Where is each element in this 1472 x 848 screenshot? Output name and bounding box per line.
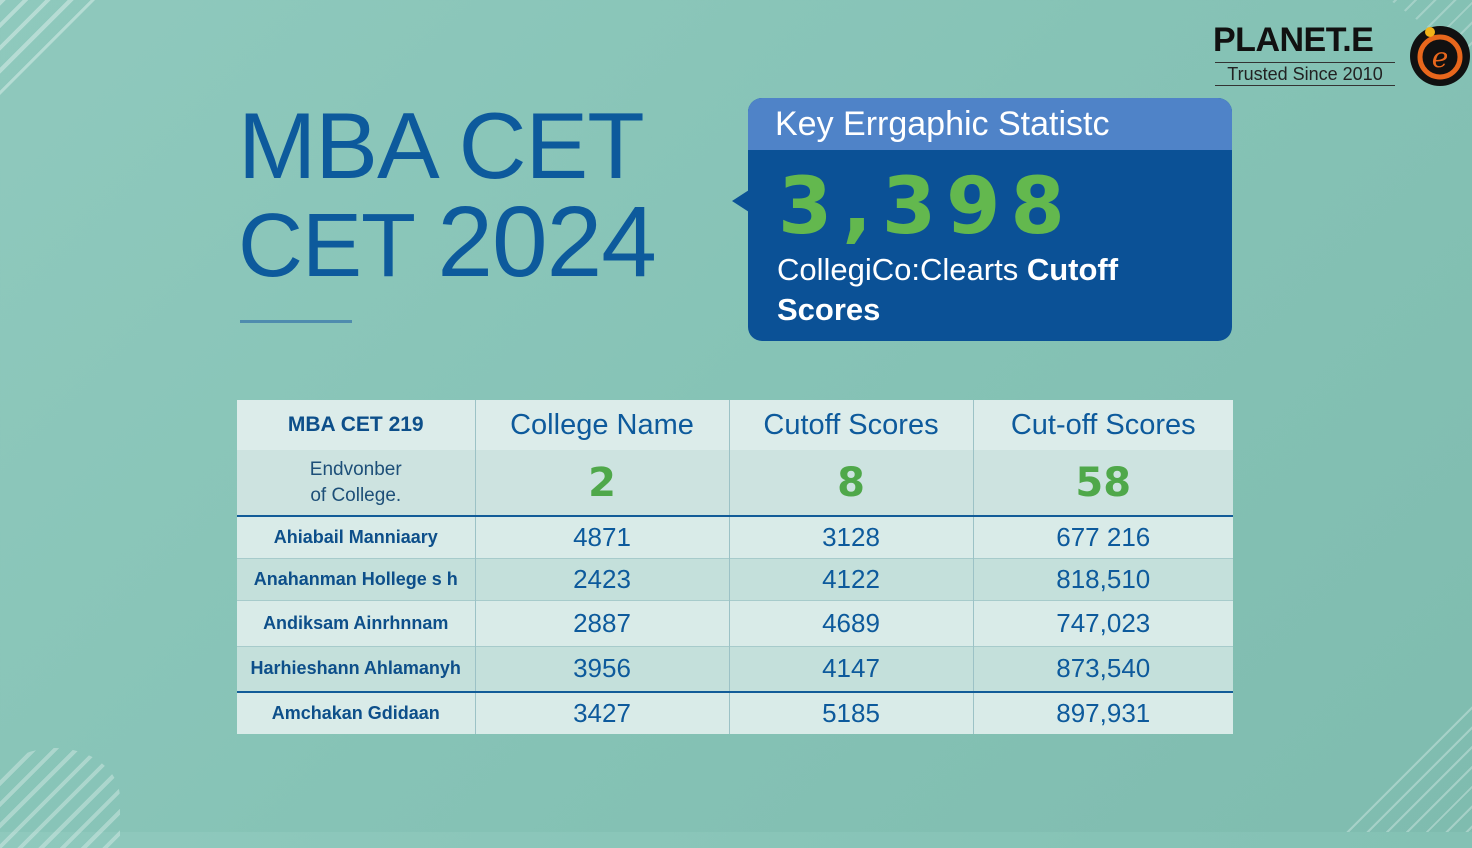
- table-header-cell: Cut-off Scores: [1010, 408, 1196, 441]
- stat-card-number: 3,398: [778, 162, 1075, 252]
- cutoff-table: MBA CET 219 College Name Cutoff Scores C…: [237, 400, 1233, 735]
- stat-card-caption-bold: Cutoff Scores: [777, 252, 1119, 327]
- table-cell: 747,023: [973, 599, 1233, 646]
- summary-label-line-1: Endvonber: [309, 458, 402, 480]
- table-cell: 2887: [475, 599, 730, 646]
- table-cell: 3956: [475, 645, 730, 692]
- summary-value: 58: [1075, 459, 1132, 506]
- title-underline: [240, 320, 352, 323]
- table-cell: 4122: [729, 557, 974, 600]
- title-year: 2024: [437, 186, 656, 298]
- svg-text:e: e: [1432, 41, 1449, 74]
- table-cell: 897,931: [973, 691, 1233, 734]
- page-title: MBA CET CET 2024: [238, 93, 657, 296]
- table-header-cell: MBA CET 219: [237, 400, 476, 450]
- table-cell: 5185: [729, 691, 974, 734]
- stat-card-caption: CollegiCo:Clearts Cutoff Scores: [777, 250, 1217, 330]
- cutoff-table-grid: MBA CET 219 College Name Cutoff Scores C…: [237, 400, 1233, 734]
- summary-value: 2: [475, 450, 730, 516]
- table-header-cell: Cutoff Scores: [729, 400, 974, 450]
- stat-card-header: Key Errgaphic Statistc: [748, 98, 1232, 150]
- brand-logo-icon: e: [1410, 26, 1470, 86]
- table-row: Harhieshann Ahlamanyh 3956 4147 873,540: [237, 645, 1233, 692]
- table-row: Ahiabail Manniaary 4871 3128 677 216: [237, 515, 1233, 558]
- table-cell: 4147: [729, 645, 974, 692]
- table-cell-college: Andiksam Ainrhnnam: [237, 599, 476, 646]
- summary-value: 8: [729, 450, 974, 516]
- decorative-stripes-top-left: [0, 0, 95, 95]
- table-cell: 873,540: [973, 645, 1233, 692]
- brand-tagline: Trusted Since 2010: [1215, 62, 1395, 86]
- summary-label: Endvonber of College.: [237, 450, 476, 516]
- table-cell-college: Ahiabail Manniaary: [237, 515, 476, 558]
- table-row: Andiksam Ainrhnnam 2887 4689 747,023: [237, 599, 1233, 646]
- table-cell: 677 216: [973, 515, 1233, 558]
- stat-card-title: Key Errgaphic Statistc: [775, 105, 1110, 143]
- table-cell-college: Harhieshann Ahlamanyh: [237, 645, 476, 692]
- decorative-stripes-bottom-right: [1330, 690, 1472, 832]
- table-header-cell: College Name: [475, 400, 730, 450]
- table-row: Amchakan Gdidaan 3427 5185 897,931: [237, 691, 1233, 734]
- stat-card: Key Errgaphic Statistc 3,398 CollegiCo:C…: [732, 98, 1232, 341]
- summary-label-line-2: of College.: [310, 484, 402, 506]
- table-row: Anahanman Hollege s h 2423 4122 818,510: [237, 557, 1233, 600]
- table-cell: 3427: [475, 691, 730, 734]
- decorative-stripes-bottom-left: [0, 748, 120, 848]
- table-header-row: MBA CET 219 College Name Cutoff Scores C…: [237, 400, 1233, 450]
- table-summary-row: Endvonber of College. 2 8 58: [237, 450, 1233, 516]
- table-cell: 3128: [729, 515, 974, 558]
- table-cell: 4871: [475, 515, 730, 558]
- table-cell: 818,510: [973, 557, 1233, 600]
- table-cell-college: Anahanman Hollege s h: [237, 557, 476, 600]
- brand-name: PLANET.E: [1213, 21, 1374, 59]
- table-cell: 2423: [475, 557, 730, 600]
- table-cell-college: Amchakan Gdidaan: [237, 691, 476, 734]
- title-line-2-word: CET: [238, 196, 414, 296]
- stat-card-caption-regular: CollegiCo:Clearts: [777, 252, 1019, 287]
- title-line-1: MBA CET: [238, 93, 645, 198]
- table-cell: 4689: [729, 599, 974, 646]
- title-line-2: CET 2024: [238, 192, 657, 296]
